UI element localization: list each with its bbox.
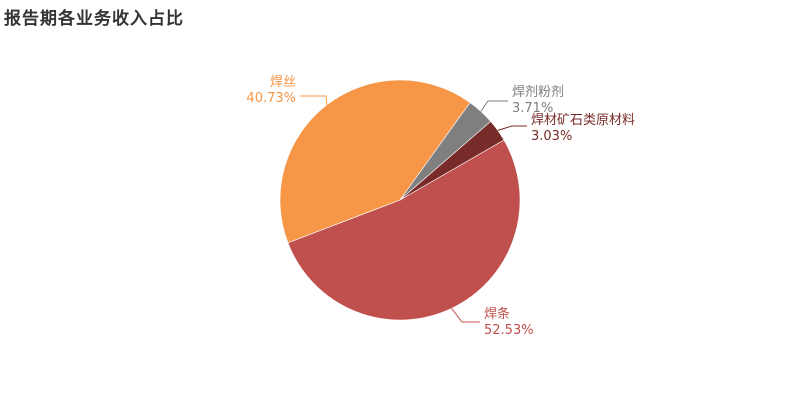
slice-percent-label: 40.73% [246, 91, 296, 106]
leader-line [451, 308, 480, 323]
pie-slices [279, 79, 521, 321]
slice-percent-label: 3.71% [512, 101, 553, 116]
leader-line [300, 95, 328, 105]
leader-line [497, 125, 527, 131]
slice-name-label: 焊材矿石类原材料 [531, 112, 635, 128]
leader-line [480, 100, 508, 112]
slice-name-label: 焊丝 [270, 74, 296, 90]
slice-percent-label: 3.03% [531, 129, 572, 144]
slice-percent-label: 52.53% [484, 323, 534, 338]
chart-title: 报告期各业务收入占比 [4, 9, 184, 29]
slice-name-label: 焊剂粉剂 [512, 84, 564, 100]
slice-name-label: 焊条 [484, 306, 510, 322]
pie-slice [287, 139, 521, 321]
